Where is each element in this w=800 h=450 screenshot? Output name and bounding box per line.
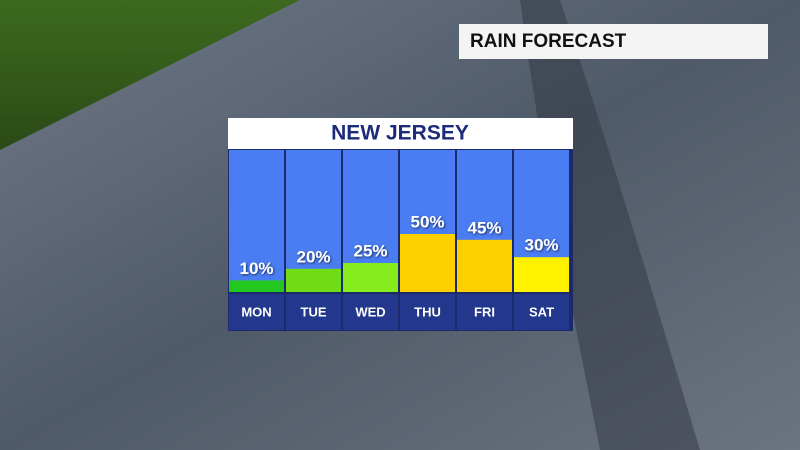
bar <box>229 280 284 292</box>
category-band <box>514 294 569 330</box>
category-band <box>343 294 398 330</box>
bar <box>514 257 569 292</box>
bar <box>457 239 512 292</box>
x-tick-label: THU <box>414 304 441 319</box>
value-label: 20% <box>296 247 330 266</box>
x-tick-label: WED <box>355 304 385 319</box>
header-title: RAIN FORECAST <box>470 31 627 52</box>
value-label: 10% <box>239 259 273 278</box>
chart-title-band <box>228 118 573 149</box>
value-label: 30% <box>524 236 558 255</box>
bar <box>343 263 398 292</box>
x-tick-label: TUE <box>301 304 327 319</box>
chart-title: NEW JERSEY <box>331 122 469 145</box>
column <box>229 150 284 292</box>
category-band <box>286 294 341 330</box>
value-label: 45% <box>467 218 501 237</box>
category-band <box>229 294 284 330</box>
chart: NEW JERSEY 10% MON 20% TUE 25% WED 50% THU 45% FR… <box>228 118 573 331</box>
category-band <box>457 294 512 330</box>
value-label: 25% <box>353 241 387 260</box>
value-label: 50% <box>410 212 444 231</box>
header-box <box>459 24 768 59</box>
column <box>286 150 341 292</box>
x-tick-label: MON <box>241 304 271 319</box>
x-tick-label: FRI <box>474 304 495 319</box>
category-band <box>400 294 455 330</box>
bar <box>286 268 341 292</box>
bar <box>400 234 455 292</box>
reflection <box>520 0 700 450</box>
grass <box>0 0 300 150</box>
x-tick-label: SAT <box>529 304 554 319</box>
